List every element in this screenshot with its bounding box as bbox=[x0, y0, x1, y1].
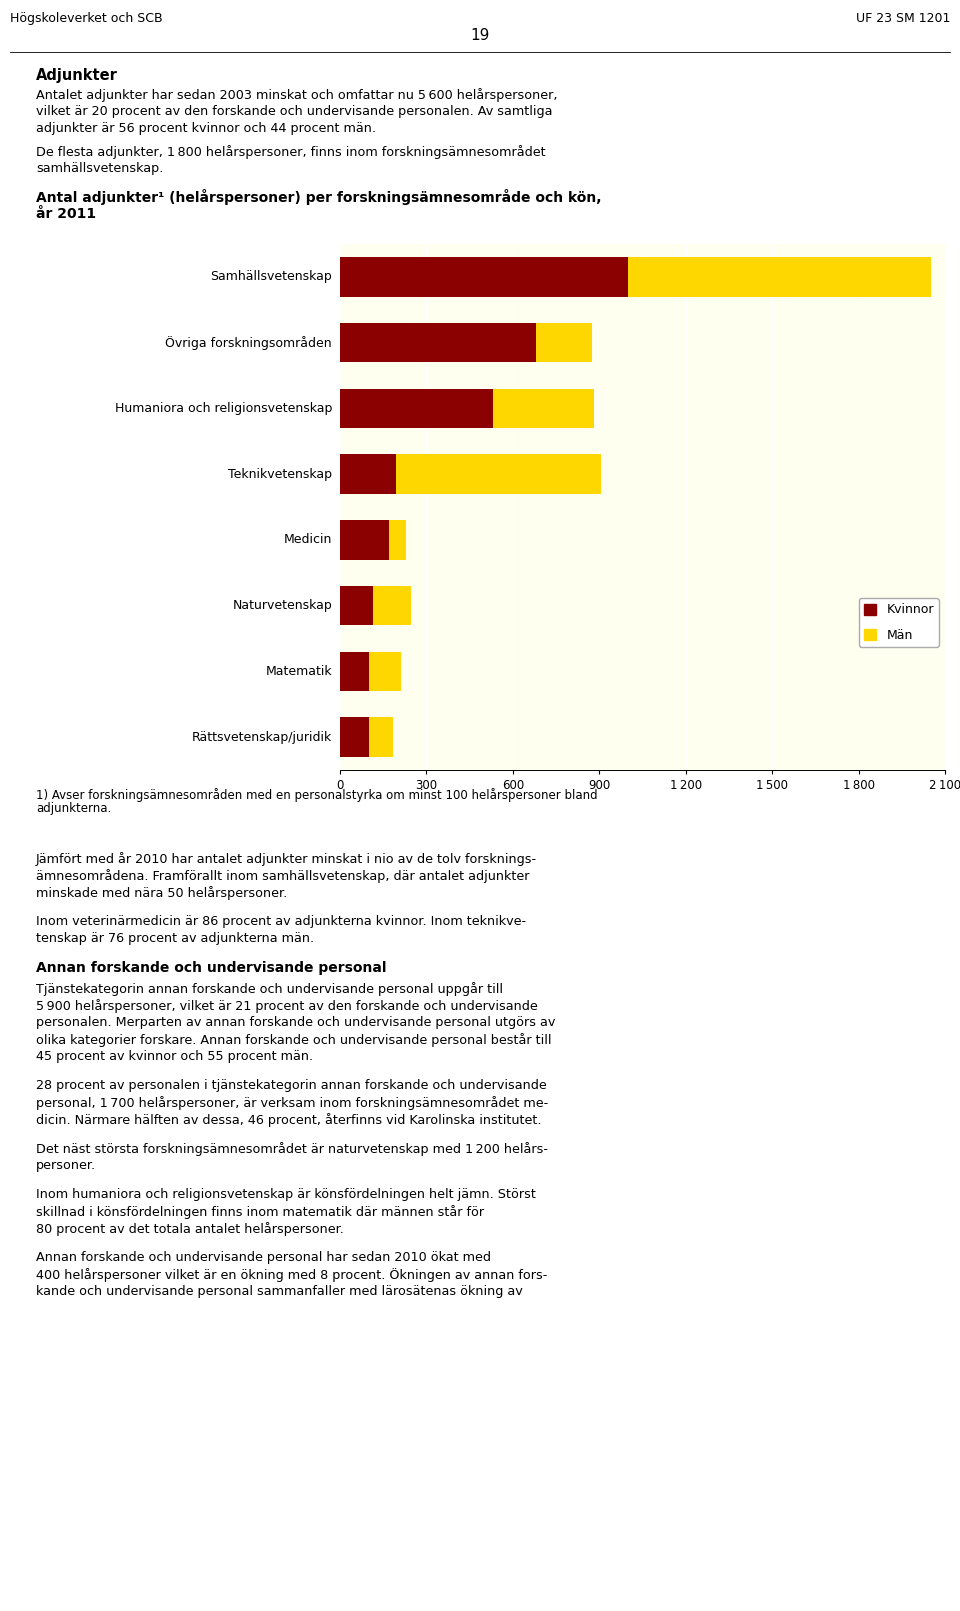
Text: Humaniora och religionsvetenskap: Humaniora och religionsvetenskap bbox=[114, 401, 332, 416]
Text: personalen. Merparten av annan forskande och undervisande personal utgörs av: personalen. Merparten av annan forskande… bbox=[36, 1017, 556, 1029]
Text: ämnesområdena. Framförallt inom samhällsvetenskap, där antalet adjunkter: ämnesområdena. Framförallt inom samhälls… bbox=[36, 868, 530, 883]
Text: samhällsvetenskap.: samhällsvetenskap. bbox=[36, 163, 163, 176]
Text: 5 900 helårspersoner, vilket är 21 procent av den forskande och undervisande: 5 900 helårspersoner, vilket är 21 proce… bbox=[36, 999, 538, 1013]
Text: Antal adjunkter¹ (helårspersoner) per forskningsämnesområde och kön,: Antal adjunkter¹ (helårspersoner) per fo… bbox=[36, 188, 602, 205]
Text: adjunkterna.: adjunkterna. bbox=[36, 802, 111, 815]
Text: 28 procent av personalen i tjänstekategorin annan forskande och undervisande: 28 procent av personalen i tjänstekatego… bbox=[36, 1079, 547, 1092]
Text: 45 procent av kvinnor och 55 procent män.: 45 procent av kvinnor och 55 procent män… bbox=[36, 1050, 313, 1063]
Text: dicin. Närmare hälften av dessa, 46 procent, återfinns vid Karolinska institutet: dicin. Närmare hälften av dessa, 46 proc… bbox=[36, 1113, 541, 1128]
Text: Tjänstekategorin annan forskande och undervisande personal uppgår till: Tjänstekategorin annan forskande och und… bbox=[36, 983, 503, 996]
Text: UF 23 SM 1201: UF 23 SM 1201 bbox=[855, 11, 950, 26]
Text: 1) Avser forskningsämnesområden med en personalstyrka om minst 100 helårspersone: 1) Avser forskningsämnesområden med en p… bbox=[36, 788, 598, 802]
Bar bbox=[340, 520, 389, 559]
Text: Inom humaniora och religionsvetenskap är könsfördelningen helt jämn. Störst: Inom humaniora och religionsvetenskap är… bbox=[36, 1187, 536, 1200]
Text: skillnad i könsfördelningen finns inom matematik där männen står för: skillnad i könsfördelningen finns inom m… bbox=[36, 1205, 484, 1220]
Text: Jämfört med år 2010 har antalet adjunkter minskat i nio av de tolv forsknings-: Jämfört med år 2010 har antalet adjunkte… bbox=[36, 852, 538, 867]
Text: vilket är 20 procent av den forskande och undervisande personalen. Av samtliga: vilket är 20 procent av den forskande oc… bbox=[36, 105, 553, 118]
Bar bbox=[492, 388, 593, 429]
Text: år 2011: år 2011 bbox=[36, 206, 96, 221]
Text: personer.: personer. bbox=[36, 1158, 96, 1171]
Text: Inom veterinärmedicin är 86 procent av adjunkterna kvinnor. Inom teknikve-: Inom veterinärmedicin är 86 procent av a… bbox=[36, 915, 526, 928]
Text: minskade med nära 50 helårspersoner.: minskade med nära 50 helårspersoner. bbox=[36, 886, 287, 901]
Text: adjunkter är 56 procent kvinnor och 44 procent män.: adjunkter är 56 procent kvinnor och 44 p… bbox=[36, 122, 376, 135]
Text: personal, 1 700 helårspersoner, är verksam inom forskningsämnesområdet me-: personal, 1 700 helårspersoner, är verks… bbox=[36, 1095, 548, 1110]
Text: Det näst största forskningsämnesområdet är naturvetenskap med 1 200 helårs-: Det näst största forskningsämnesområdet … bbox=[36, 1142, 548, 1157]
Text: Antalet adjunkter har sedan 2003 minskat och omfattar nu 5 600 helårspersoner,: Antalet adjunkter har sedan 2003 minskat… bbox=[36, 89, 558, 101]
Bar bbox=[340, 258, 628, 296]
Text: Adjunkter: Adjunkter bbox=[36, 68, 118, 84]
Bar bbox=[340, 454, 396, 495]
Bar bbox=[340, 388, 492, 429]
Text: Högskoleverket och SCB: Högskoleverket och SCB bbox=[10, 11, 162, 26]
Text: Naturvetenskap: Naturvetenskap bbox=[232, 599, 332, 612]
Text: 80 procent av det totala antalet helårspersoner.: 80 procent av det totala antalet helårsp… bbox=[36, 1223, 344, 1236]
Bar bbox=[396, 454, 601, 495]
Text: Annan forskande och undervisande personal: Annan forskande och undervisande persona… bbox=[36, 962, 387, 975]
Bar bbox=[340, 717, 369, 757]
Bar bbox=[369, 652, 400, 691]
Text: Övriga forskningsområden: Övriga forskningsområden bbox=[165, 335, 332, 350]
Bar bbox=[389, 520, 406, 559]
Text: olika kategorier forskare. Annan forskande och undervisande personal består till: olika kategorier forskare. Annan forskan… bbox=[36, 1033, 551, 1047]
Bar bbox=[340, 322, 536, 362]
Text: Matematik: Matematik bbox=[265, 665, 332, 678]
Bar bbox=[536, 322, 592, 362]
Text: 19: 19 bbox=[470, 27, 490, 43]
Text: tenskap är 76 procent av adjunkterna män.: tenskap är 76 procent av adjunkterna män… bbox=[36, 933, 314, 946]
Text: Teknikvetenskap: Teknikvetenskap bbox=[228, 467, 332, 480]
Text: Rättsvetenskap/juridik: Rättsvetenskap/juridik bbox=[192, 731, 332, 744]
Bar bbox=[340, 586, 373, 625]
Bar bbox=[340, 652, 369, 691]
Text: De flesta adjunkter, 1 800 helårspersoner, finns inom forskningsämnesområdet: De flesta adjunkter, 1 800 helårspersone… bbox=[36, 145, 545, 159]
Text: kande och undervisande personal sammanfaller med lärosätenas ökning av: kande och undervisande personal sammanfa… bbox=[36, 1286, 523, 1298]
Text: 400 helårspersoner vilket är en ökning med 8 procent. Ökningen av annan fors-: 400 helårspersoner vilket är en ökning m… bbox=[36, 1268, 547, 1282]
Bar bbox=[369, 717, 394, 757]
Legend: Kvinnor, Män: Kvinnor, Män bbox=[859, 598, 939, 648]
Text: Medicin: Medicin bbox=[283, 533, 332, 546]
Text: Annan forskande och undervisande personal har sedan 2010 ökat med: Annan forskande och undervisande persona… bbox=[36, 1252, 491, 1265]
Text: Samhällsvetenskap: Samhällsvetenskap bbox=[210, 271, 332, 284]
Bar bbox=[628, 258, 930, 296]
Bar bbox=[373, 586, 411, 625]
